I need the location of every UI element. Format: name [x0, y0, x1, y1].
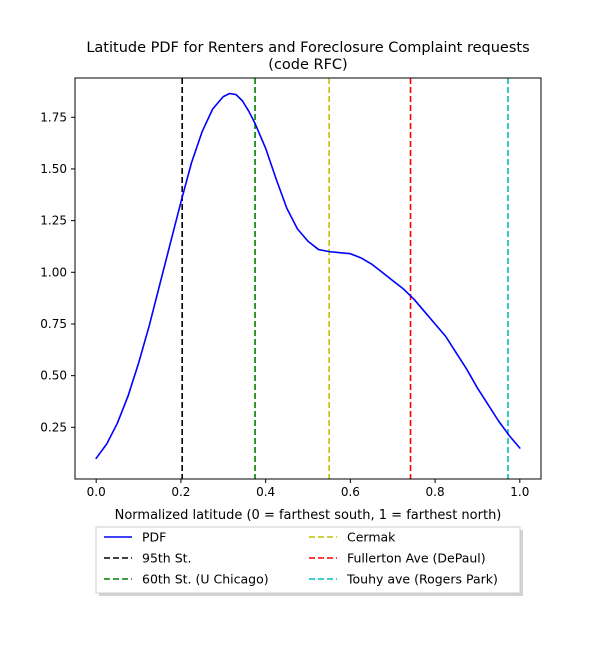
chart-title: Latitude PDF for Renters and Foreclosure…	[86, 40, 529, 56]
y-axis: 0.25 0.50 0.75 1.00 1.25 1.50 1.75	[40, 110, 75, 434]
x-tick-label: 0.8	[426, 485, 445, 499]
plot-frame	[74, 77, 542, 480]
legend-label: Fullerton Ave (DePaul)	[347, 551, 486, 566]
x-axis-title: Normalized latitude (0 = farthest south,…	[115, 508, 502, 523]
legend-label: 60th St. (U Chicago)	[142, 572, 269, 587]
x-tick-label: 0.2	[171, 485, 190, 499]
y-tick-label: 0.75	[40, 317, 67, 331]
y-tick-label: 1.50	[40, 162, 67, 176]
pdf-line	[95, 92, 521, 460]
x-tick-label: 1.0	[510, 485, 529, 499]
series-layer	[95, 92, 521, 460]
legend-label: PDF	[142, 530, 166, 545]
legend-label: Touhy ave (Rogers Park)	[346, 572, 498, 587]
y-tick-label: 0.50	[40, 369, 67, 383]
y-tick-label: 1.75	[40, 110, 67, 124]
legend-label: Cermak	[347, 530, 396, 545]
reference-lines	[181, 78, 509, 479]
y-tick-label: 0.25	[40, 420, 67, 434]
legend-box	[95, 526, 521, 594]
x-tick-label: 0.4	[256, 485, 275, 499]
plot-background	[75, 78, 541, 479]
x-tick-label: 0.6	[341, 485, 360, 499]
legend: PDF 95th St. 60th St. (U Chicago) Cermak Ful…	[95, 526, 523, 596]
y-tick-label: 1.00	[40, 265, 67, 279]
y-tick-label: 1.25	[40, 214, 67, 228]
x-tick-label: 0.0	[87, 485, 106, 499]
chart-subtitle: (code RFC)	[268, 57, 347, 73]
plot-area: 0.0 0.2 0.4 0.6 0.8 1.0 0.25 0.50 0.75 1.00 1.25 1…	[40, 77, 542, 499]
x-axis: 0.0 0.2 0.4 0.6 0.8 1.0	[87, 479, 529, 499]
legend-label: 95th St.	[142, 551, 192, 566]
legend-items: PDF 95th St. 60th St. (U Chicago) Cermak Ful…	[104, 530, 498, 587]
